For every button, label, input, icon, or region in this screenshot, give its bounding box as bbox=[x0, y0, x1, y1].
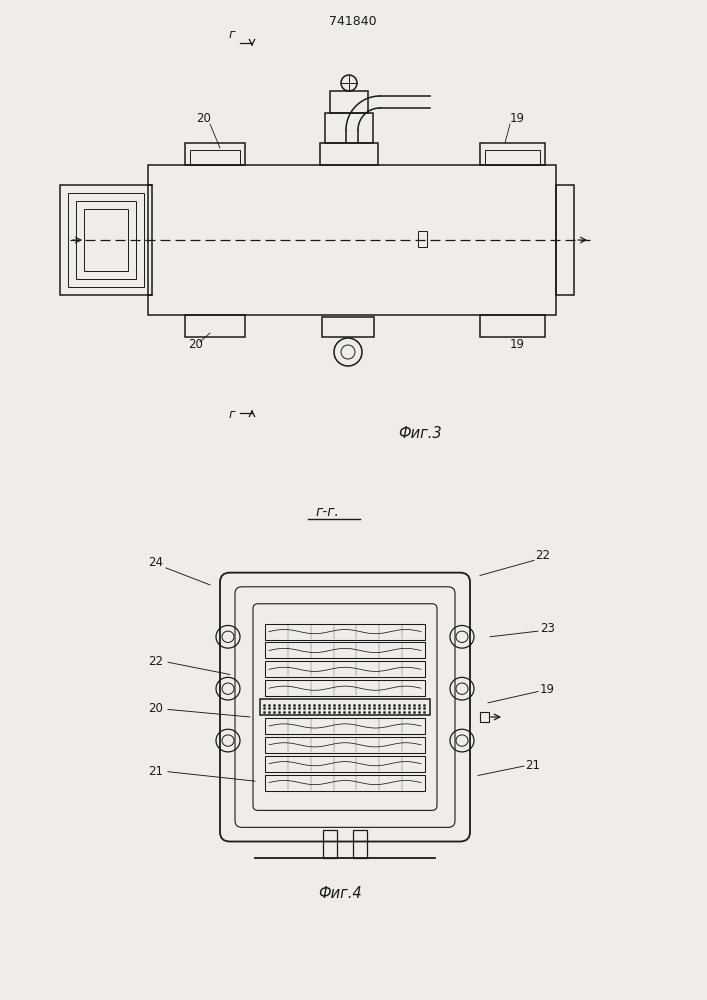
Bar bbox=[265, 718, 425, 734]
Bar bbox=[418, 231, 427, 247]
Text: г-г.: г-г. bbox=[315, 505, 339, 519]
Text: 22: 22 bbox=[148, 655, 163, 668]
Text: 741840: 741840 bbox=[329, 15, 377, 28]
Bar bbox=[323, 830, 337, 858]
Bar bbox=[260, 699, 430, 715]
Bar bbox=[322, 317, 374, 337]
Bar bbox=[485, 150, 540, 165]
Text: 21: 21 bbox=[525, 759, 540, 772]
Bar bbox=[60, 185, 152, 295]
Bar bbox=[480, 315, 545, 337]
Bar bbox=[185, 143, 245, 165]
Bar bbox=[320, 143, 378, 165]
Text: 22: 22 bbox=[535, 549, 550, 562]
Bar bbox=[556, 185, 574, 295]
Bar bbox=[265, 661, 425, 677]
Text: 20: 20 bbox=[196, 112, 211, 125]
Text: 19: 19 bbox=[540, 683, 555, 696]
Bar bbox=[353, 830, 367, 858]
Text: 19: 19 bbox=[510, 338, 525, 351]
Bar bbox=[84, 209, 128, 271]
Text: 24: 24 bbox=[148, 556, 163, 569]
Bar bbox=[265, 775, 425, 791]
Text: 21: 21 bbox=[148, 765, 163, 778]
Bar bbox=[185, 315, 245, 337]
Bar bbox=[265, 642, 425, 658]
Text: Фиг.4: Фиг.4 bbox=[318, 886, 362, 901]
Bar bbox=[480, 712, 489, 722]
Text: г: г bbox=[228, 28, 235, 41]
Bar bbox=[265, 737, 425, 753]
Bar bbox=[265, 680, 425, 696]
Bar bbox=[76, 201, 136, 279]
Text: г: г bbox=[228, 408, 235, 421]
Bar bbox=[265, 756, 425, 772]
Text: 23: 23 bbox=[540, 622, 555, 635]
Bar bbox=[68, 193, 144, 287]
Text: 20: 20 bbox=[188, 338, 203, 351]
Text: 19: 19 bbox=[510, 112, 525, 125]
Bar bbox=[190, 150, 240, 165]
Bar bbox=[480, 143, 545, 165]
Bar bbox=[148, 165, 556, 315]
Bar bbox=[265, 624, 425, 640]
Bar bbox=[325, 113, 373, 143]
Text: 20: 20 bbox=[148, 702, 163, 715]
Text: Фиг.3: Фиг.3 bbox=[398, 426, 442, 441]
Bar bbox=[330, 91, 368, 113]
